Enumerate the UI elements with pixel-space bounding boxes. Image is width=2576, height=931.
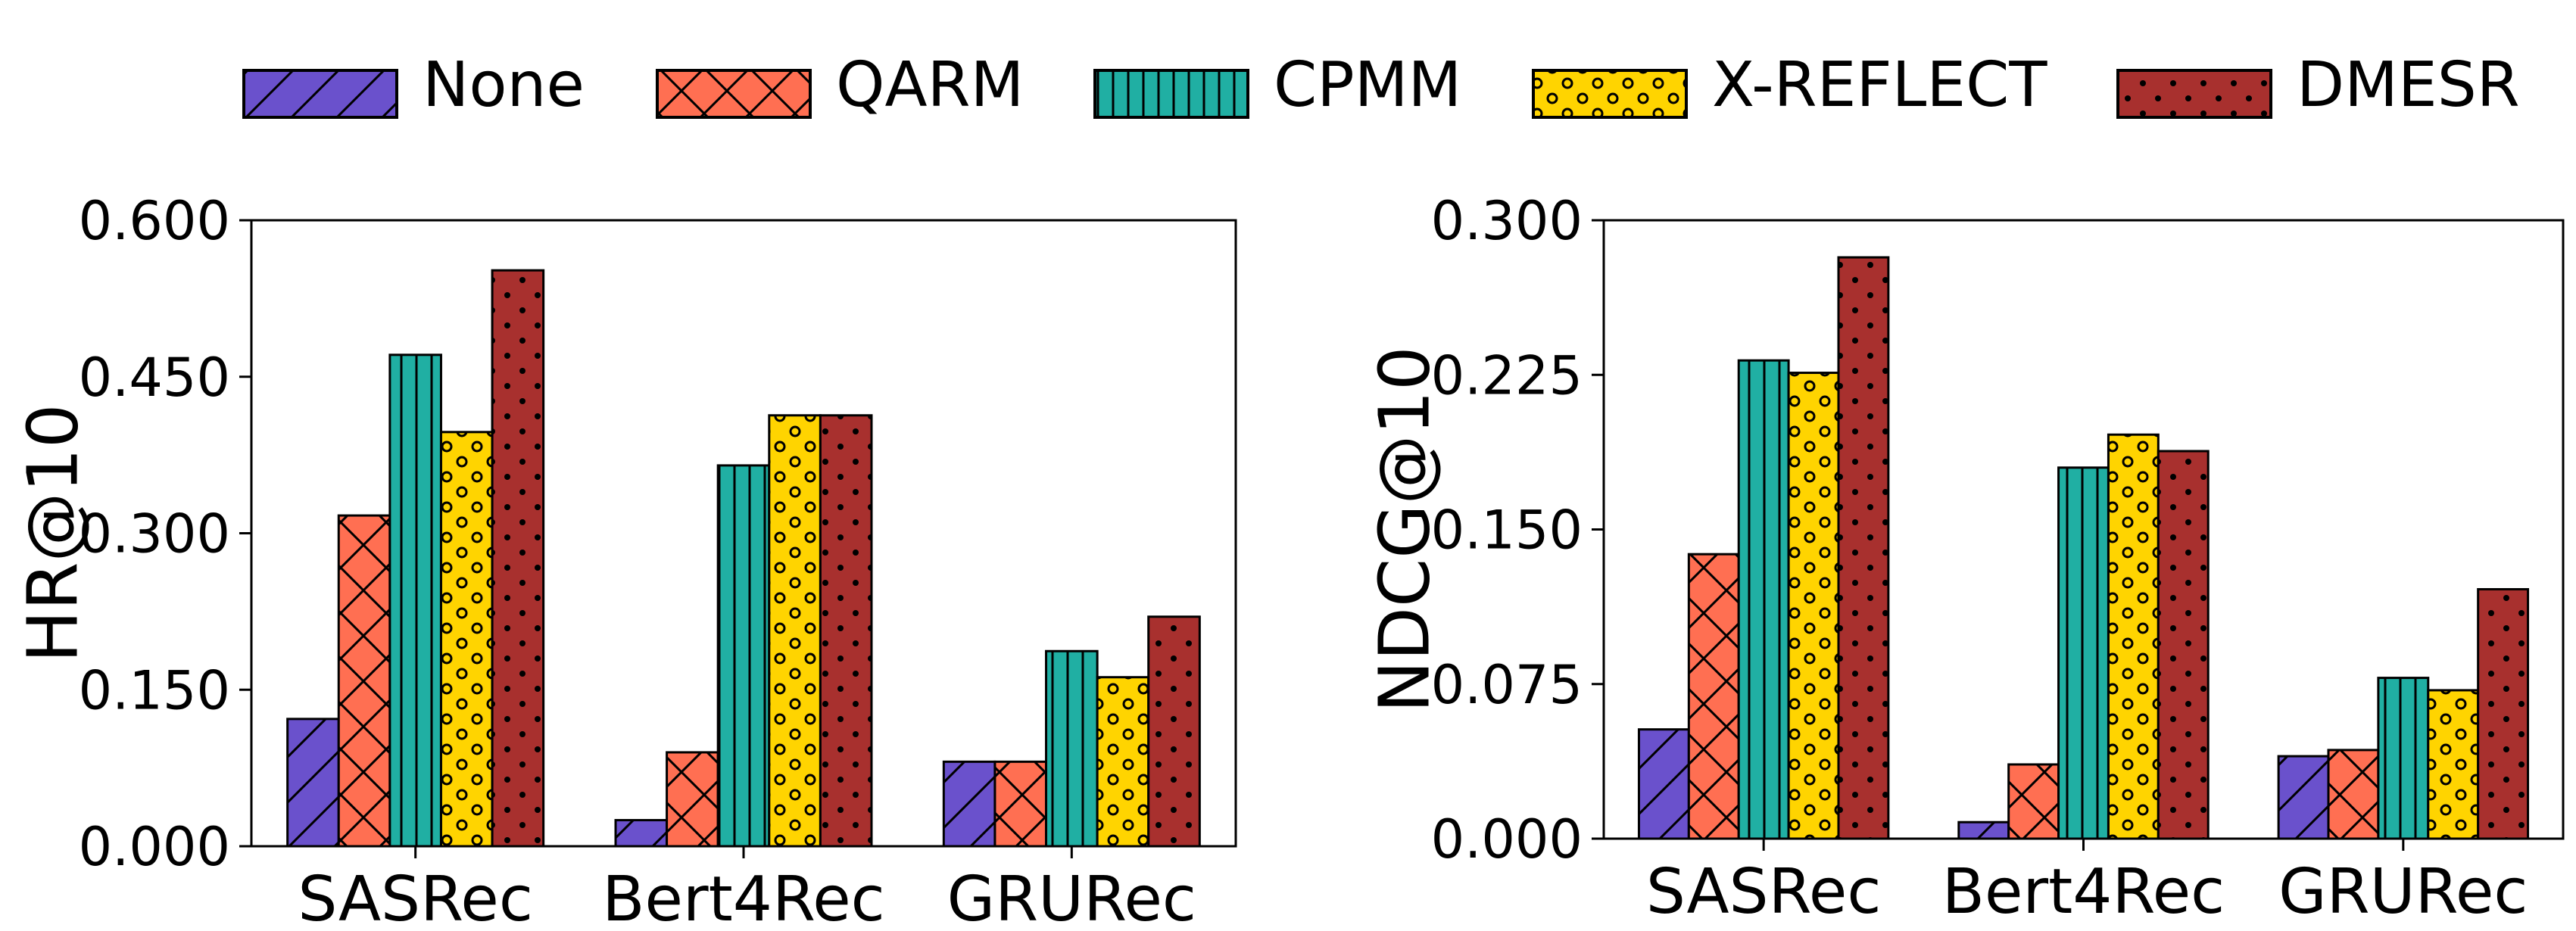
- chart-panels: 0.000 0.150 0.300 0.450 0.600 SASRec Bert4Rec G…: [13, 190, 2565, 931]
- bar-cpmm-grurec-hatch: [1045, 649, 1099, 848]
- bars: [286, 269, 1201, 848]
- bar-x-reflect-bert4rec-hatch: [2107, 433, 2160, 840]
- bar-cpmm-sasrec-hatch: [388, 353, 442, 848]
- bar-cpmm-bert4rec-hatch: [2057, 466, 2110, 840]
- bar-none-sasrec-hatch: [286, 718, 340, 848]
- bar-x-reflect-bert4rec-hatch: [768, 414, 822, 848]
- chart-panel-hr-10: 0.000 0.150 0.300 0.450 0.600 SASRec Bert4Rec G…: [13, 190, 1237, 931]
- y-tick-label: 0.300: [1431, 190, 1583, 252]
- legend-item-dmesr: DMESR: [2116, 49, 2520, 121]
- bar-qarm-sasrec-hatch: [1687, 553, 1740, 840]
- bar-qarm-grurec-hatch: [2327, 749, 2380, 840]
- y-axis: 0.000 0.075 0.150 0.225 0.300: [1431, 190, 1604, 870]
- legend: None QARM CPMM X-REFLECT DMESR: [242, 49, 2520, 121]
- bar-qarm-bert4rec-hatch: [666, 751, 719, 848]
- x-tick-label-grurec: GRURec: [947, 864, 1196, 931]
- bar-qarm-grurec-hatch: [993, 760, 1048, 848]
- bar-dmesr-bert4rec-hatch: [819, 414, 873, 848]
- x-tick-label-sasrec: SASRec: [298, 864, 533, 931]
- bar-x-reflect-grurec-hatch: [2427, 689, 2480, 840]
- y-tick-label: 0.225: [1431, 344, 1583, 406]
- bar-x-reflect-sasrec-hatch: [439, 431, 494, 848]
- legend-swatch-hatch-x-reflect: [1532, 69, 1688, 119]
- legend-swatch-hatch-qarm: [656, 69, 812, 119]
- bar-dmesr-sasrec-hatch: [491, 269, 545, 848]
- x-tick-label-sasrec: SASRec: [1646, 856, 1882, 928]
- y-axis: 0.000 0.150 0.300 0.450 0.600: [79, 190, 251, 878]
- bar-cpmm-sasrec-hatch: [1737, 359, 1790, 840]
- y-tick-label: 0.300: [79, 503, 230, 565]
- legend-item-cpmm: CPMM: [1093, 49, 1461, 121]
- y-tick-label: 0.150: [79, 659, 230, 721]
- bar-x-reflect-sasrec-hatch: [1787, 372, 1840, 840]
- bar-qarm-sasrec-hatch: [337, 514, 391, 848]
- legend-label-x-reflect: X-REFLECT: [1712, 49, 2047, 121]
- legend-item-qarm: QARM: [656, 49, 1024, 121]
- legend-swatch-hatch-dmesr: [2116, 69, 2272, 119]
- bar-dmesr-grurec-hatch: [2477, 587, 2530, 840]
- y-axis-title: HR@10: [13, 403, 94, 662]
- bar-none-bert4rec-hatch: [614, 819, 669, 848]
- legend-swatch-hatch-cpmm: [1093, 69, 1249, 119]
- legend-swatch-hatch-none: [242, 69, 398, 119]
- x-tick-label-grurec: GRURec: [2278, 856, 2528, 928]
- bar-dmesr-sasrec-hatch: [1837, 256, 1890, 840]
- y-tick-label: 0.000: [79, 816, 230, 878]
- y-tick-label: 0.075: [1431, 654, 1583, 716]
- legend-label-none: None: [423, 49, 585, 121]
- y-tick-label: 0.450: [79, 347, 230, 409]
- legend-label-dmesr: DMESR: [2297, 49, 2520, 121]
- bar-none-grurec-hatch: [942, 760, 996, 848]
- y-tick-label: 0.600: [79, 190, 230, 252]
- bar-none-grurec-hatch: [2277, 755, 2330, 840]
- legend-item-x-reflect: X-REFLECT: [1532, 49, 2047, 121]
- bars: [1637, 256, 2530, 840]
- bar-none-bert4rec-hatch: [1957, 820, 2010, 840]
- bar-none-sasrec-hatch: [1637, 728, 1690, 840]
- x-axis: SASRec Bert4Rec GRURec: [298, 846, 1196, 931]
- bar-cpmm-grurec-hatch: [2377, 677, 2430, 840]
- x-tick-label-bert4rec: Bert4Rec: [1942, 856, 2225, 928]
- chart-panel-ndcg-10: 0.000 0.075 0.150 0.225 0.300 SASRec Bert4Rec G…: [1364, 190, 2565, 928]
- bar-qarm-bert4rec-hatch: [2007, 763, 2060, 840]
- x-axis: SASRec Bert4Rec GRURec: [1646, 839, 2528, 928]
- bar-x-reflect-grurec-hatch: [1096, 676, 1150, 848]
- legend-item-none: None: [242, 49, 585, 121]
- x-tick-label-bert4rec: Bert4Rec: [602, 864, 885, 931]
- legend-label-qarm: QARM: [836, 49, 1024, 121]
- bar-cpmm-bert4rec-hatch: [716, 464, 771, 848]
- legend-label-cpmm: CPMM: [1274, 49, 1461, 121]
- y-tick-label: 0.000: [1431, 808, 1583, 870]
- bar-dmesr-grurec-hatch: [1147, 615, 1201, 848]
- y-axis-title: NDCG@10: [1364, 346, 1445, 712]
- bar-dmesr-bert4rec-hatch: [2157, 450, 2210, 840]
- y-tick-label: 0.150: [1431, 500, 1583, 562]
